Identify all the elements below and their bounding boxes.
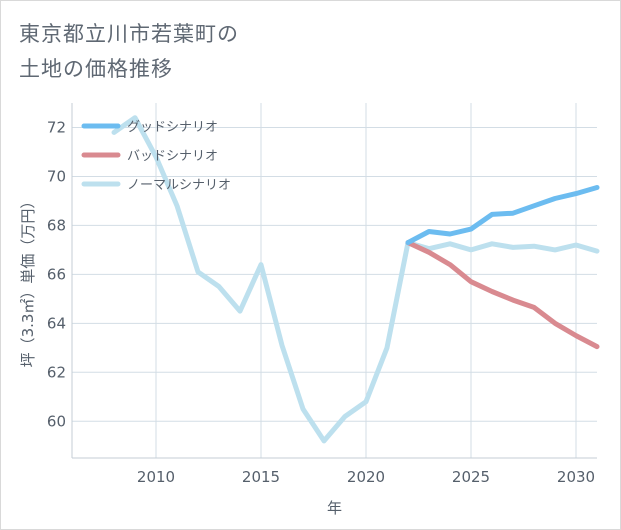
y-tick-label-64: 64 [47, 314, 66, 332]
y-tick-label-62: 62 [47, 363, 66, 381]
y-tick-label-66: 66 [47, 265, 66, 283]
x-tick-label-2015: 2015 [242, 468, 280, 486]
y-tick-label-60: 60 [47, 412, 66, 430]
legend-label-1: バッドシナリオ [127, 149, 218, 164]
chart-title-line-1: 東京都立川市若葉町の [19, 22, 239, 46]
legend-label-0: グッドシナリオ [127, 120, 218, 135]
y-axis-title: 坪（3.3㎡）単価（万円） [19, 194, 37, 368]
legend-label-2: ノーマルシナリオ [127, 178, 231, 193]
x-tick-label-2030: 2030 [557, 468, 595, 486]
chart-title-line-2: 土地の価格推移 [19, 57, 173, 81]
y-tick-label-72: 72 [47, 118, 66, 136]
x-axis-title: 年 [327, 499, 342, 517]
series-line-1 [405, 240, 600, 350]
x-tick-label-2010: 2010 [137, 468, 175, 486]
y-tick-label-70: 70 [47, 167, 66, 185]
series-line-0 [405, 185, 600, 246]
y-tick-label-68: 68 [47, 216, 66, 234]
x-tick-label-2020: 2020 [347, 468, 385, 486]
series-line-2 [111, 115, 600, 444]
x-tick-label-2025: 2025 [452, 468, 490, 486]
